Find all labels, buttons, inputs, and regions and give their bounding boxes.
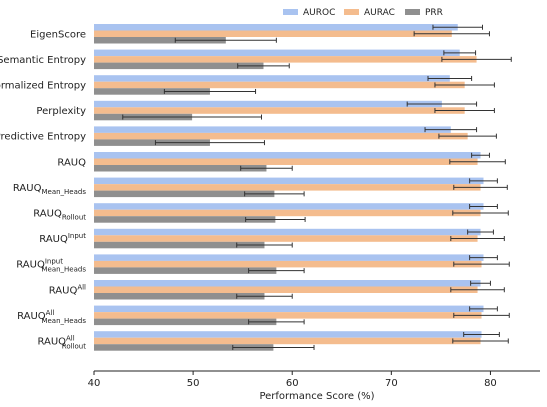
bar-auroc-0 [94, 24, 458, 31]
category-label-6: RAUQMean_Heads [13, 183, 86, 196]
bar-aurac-0 [94, 30, 452, 37]
bar-auroc-6 [94, 177, 484, 185]
bar-auroc-2 [94, 75, 450, 82]
category-label-4: Predictive Entropy [0, 132, 86, 143]
bar-prr-2 [94, 88, 210, 95]
bar-prr-4 [94, 139, 210, 146]
bar-prr-11 [94, 318, 277, 326]
x-axis-title: Performance Score (%) [259, 391, 374, 402]
x-tick-label-50: 50 [187, 378, 200, 389]
bar-aurac-2 [94, 81, 465, 89]
category-label-9: RAUQInput Mean_Heads [16, 258, 86, 274]
category-label-12: RAUQAll Rollout [37, 334, 86, 350]
bar-prr-9 [94, 267, 277, 274]
bar-auroc-1 [94, 49, 460, 57]
category-label-7: RAUQRollout [33, 208, 86, 221]
bar-auroc-7 [94, 203, 484, 210]
category-label-1: Semantic Entropy [0, 55, 86, 66]
legend-swatch-prr [405, 9, 420, 15]
x-tick-label-40: 40 [88, 378, 101, 389]
bar-aurac-11 [94, 312, 482, 319]
x-tick-label-80: 80 [484, 378, 497, 389]
bar-prr-10 [94, 293, 265, 300]
error-bars-layer [122, 24, 512, 350]
x-axis-ticks: 40 50 60 70 80 [88, 371, 497, 389]
category-labels: EigenScore Semantic Entropy Normalized Ent… [0, 29, 86, 350]
bar-auroc-12 [94, 331, 482, 338]
bar-prr-1 [94, 62, 264, 70]
bar-aurac-4 [94, 132, 468, 140]
bar-aurac-12 [94, 337, 481, 345]
x-tick-label-70: 70 [385, 378, 398, 389]
bar-prr-8 [94, 241, 265, 249]
legend: AUROC AURAC PRR [283, 8, 443, 18]
bar-prr-7 [94, 216, 276, 223]
bar-prr-12 [94, 344, 274, 351]
bar-prr-0 [94, 37, 226, 44]
bar-aurac-9 [94, 260, 482, 268]
category-label-2: Normalized Entropy [0, 80, 86, 91]
legend-label-auroc: AUROC [303, 8, 335, 18]
category-label-3: Perplexity [36, 106, 86, 117]
x-tick-label-60: 60 [286, 378, 299, 389]
bar-aurac-5 [94, 158, 478, 165]
bar-auroc-10 [94, 280, 481, 287]
legend-swatch-aurac [344, 9, 359, 15]
bar-auroc-4 [94, 126, 451, 133]
bar-auroc-3 [94, 100, 442, 108]
legend-label-aurac: AURAC [364, 8, 395, 18]
category-label-8: RAUQInput [39, 232, 86, 245]
legend-swatch-auroc [283, 9, 298, 15]
category-label-0: EigenScore [30, 29, 86, 40]
bar-aurac-1 [94, 56, 477, 63]
bar-aurac-10 [94, 286, 478, 293]
bar-prr-5 [94, 165, 267, 172]
bars-layer [94, 24, 484, 351]
category-label-5: RAUQ [57, 157, 86, 168]
bar-auroc-11 [94, 305, 484, 313]
legend-label-prr: PRR [425, 8, 443, 18]
bar-prr-6 [94, 190, 275, 198]
bar-auroc-9 [94, 254, 484, 261]
bar-auroc-8 [94, 228, 481, 236]
bar-aurac-3 [94, 107, 465, 114]
category-label-10: RAUQAll [49, 283, 86, 296]
bar-aurac-8 [94, 235, 478, 242]
bar-aurac-6 [94, 184, 481, 191]
category-label-11: RAUQAll Mean_Heads [17, 309, 86, 325]
bar-auroc-5 [94, 152, 481, 159]
bar-aurac-7 [94, 209, 481, 217]
